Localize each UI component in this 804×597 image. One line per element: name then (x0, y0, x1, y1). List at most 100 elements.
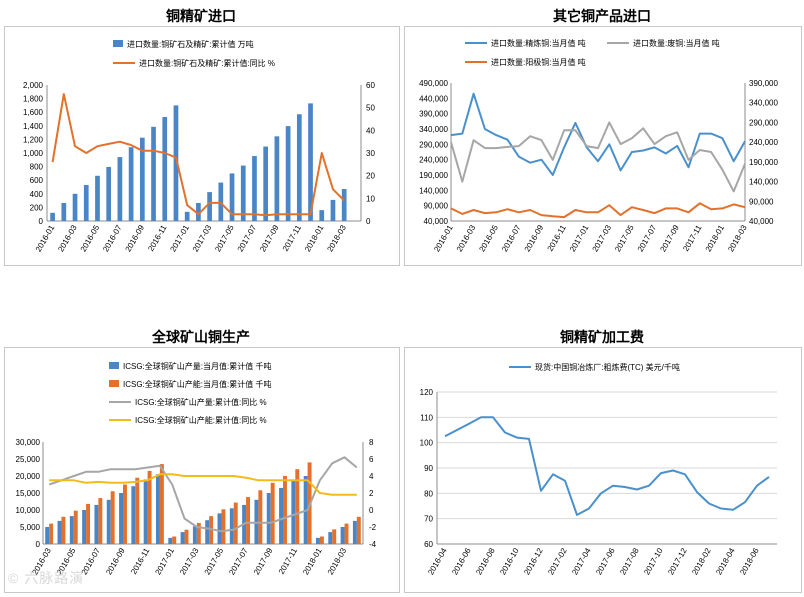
c3-capacity-bar (344, 523, 349, 544)
chart3-svg: ICSG:全球铜矿山产量:当月值:累计值 千吨 ICSG:全球铜矿山产能:当月值:… (16, 361, 377, 576)
c2-legend-anode-label: 进口数量:阳极铜:当月值 吨 (491, 57, 586, 67)
c4-y-left-tick-label: 100 (420, 439, 434, 448)
c3-capacity-bar (110, 491, 115, 544)
c3-y-left-tick-label: 0 (36, 540, 41, 549)
c2-y-left-tick-label: 290,000 (419, 140, 448, 149)
c3-capacity-bar (86, 503, 91, 544)
c3-capacity-bar (184, 529, 189, 544)
c1-bar (285, 126, 291, 221)
c1-bar (218, 182, 224, 221)
c1-bar (196, 202, 201, 221)
c4-x-tick-label: 2016-12 (522, 546, 545, 576)
c3-capacity-bar (135, 477, 140, 544)
c3-output-bar (82, 510, 87, 544)
c1-bar (61, 202, 67, 221)
chart2-frame: 进口数量:精炼铜:当月值 吨 进口数量:废铜:当月值 吨进口数量:阳极铜:当月值 … (404, 26, 802, 266)
c1-y-left-tick-label: 800 (30, 163, 44, 172)
c2-y-left-tick-label: 140,000 (419, 186, 448, 195)
c3-output-bar (192, 526, 197, 544)
c2-y-left-tick-label: 390,000 (419, 110, 448, 119)
c1-bar (330, 199, 336, 221)
c1-x-tick-label: 2017-01 (168, 223, 191, 253)
c2-x-tick-label: 2017-03 (591, 223, 614, 253)
c3-capacity-yoy-line (49, 473, 357, 496)
c3-output-bar (352, 520, 357, 544)
c2-y-left-tick-label: 40,000 (424, 217, 449, 226)
c4-x-tick-label: 2018-06 (738, 546, 761, 576)
c2-y-right-tick-label: 390,000 (749, 79, 778, 88)
c3-output-bar (291, 481, 296, 544)
c3-y-right-tick-label: 2 (369, 489, 374, 498)
chart1-frame: 进口数量:铜矿石及精矿:累计值 万吨 进口数量:铜矿石及精矿:累计值:同比 % 0 2… (4, 26, 400, 266)
c4-x-tick-label: 2017-04 (570, 546, 593, 576)
c1-bar (83, 184, 89, 221)
c3-capacity-bar (221, 509, 226, 544)
c3-x-tick-label: 2017-09 (252, 546, 275, 576)
c3-output-bar (155, 474, 160, 544)
c3-output-bar (45, 527, 50, 544)
c3-capacity-bar (319, 536, 324, 544)
c4-x-tick-label: 2016-10 (498, 546, 521, 576)
chart4-frame: 现货:中国铜冶炼厂:粗炼费(TC) 美元/千吨 60 70 80 90 100 110 120… (404, 347, 802, 593)
c3-x-tick-label: 2017-03 (178, 546, 201, 576)
c3-y-left-tick-label: 15,000 (16, 489, 41, 498)
c3-x-tick-label: 2017-01 (153, 546, 176, 576)
c1-y-left-tick-label: 400 (30, 190, 44, 199)
c4-y-left-tick-label: 110 (420, 413, 433, 422)
c2-legend-refined-label: 进口数量:精炼铜:当月值 吨 (491, 38, 586, 48)
c1-x-tick-label: 2017-05 (213, 223, 236, 253)
c1-bar (341, 189, 347, 221)
c3-y-right-tick-label: 0 (369, 506, 374, 515)
c3-capacity-bar (196, 522, 201, 544)
c2-y-left-tick-label: 340,000 (419, 125, 448, 134)
c1-y-right-tick-label: 30 (366, 149, 375, 158)
c1-bar (240, 165, 246, 221)
c2-y-right-tick-label: 40,000 (749, 217, 774, 226)
chart2-title: 其它铜产品进口 (553, 8, 651, 24)
c3-output-bar (131, 486, 136, 544)
c2-y-left-tick-label: 440,000 (419, 94, 448, 103)
c1-y-left-tick-label: 1,400 (23, 122, 44, 131)
c4-x-tick-label: 2017-10 (642, 546, 665, 576)
c2-x-tick-label: 2016-09 (523, 223, 546, 253)
c3-capacity-bar (356, 516, 361, 544)
c1-y-left-tick-label: 2,000 (23, 81, 44, 90)
c1-bar (296, 114, 302, 221)
c3-capacity-bar (73, 510, 78, 544)
c1-bar (252, 156, 257, 221)
c2-x-tick-label: 2016-03 (455, 223, 478, 253)
c3-y-right-tick-label: -4 (369, 540, 377, 549)
c1-yoy-line (51, 93, 345, 217)
c3-output-bar (143, 479, 148, 544)
c3-output-bar (266, 493, 271, 544)
c1-legend-line-label: 进口数量:铜矿石及精矿:累计值:同比 % (139, 58, 275, 68)
c3-x-tick-label: 2017-05 (203, 546, 226, 576)
c4-y-left-tick-label: 70 (424, 515, 433, 524)
c1-x-tick-label: 2017-07 (236, 223, 259, 253)
c1-bar (207, 192, 212, 221)
c1-x-tick-label: 2016-05 (79, 223, 102, 253)
c1-y-right-tick-label: 50 (366, 104, 375, 113)
c1-bar (106, 166, 112, 221)
c1-bar (274, 136, 280, 221)
c2-y-right-tick-label: 290,000 (749, 118, 778, 127)
c1-y-left-tick-label: 1,800 (23, 95, 44, 104)
c3-capacity-bar (172, 536, 177, 544)
c2-y-right-tick-label: 190,000 (749, 158, 778, 167)
c1-bar (184, 211, 190, 221)
c3-output-bar (315, 537, 320, 544)
c3-y-right-tick-label: -2 (369, 523, 377, 532)
c2-x-tick-label: 2016-05 (477, 223, 500, 253)
c3-y-right-tick-label: 8 (369, 438, 374, 447)
c2-y-right-tick-label: 340,000 (749, 99, 778, 108)
c3-capacity-bar (332, 529, 337, 544)
c1-bar (95, 175, 100, 221)
c3-output-yoy-line (48, 456, 358, 533)
c3-capacity-bar (246, 497, 251, 544)
c3-legend-capacity-yoy-label: ICSG:全球铜矿山产能:累计值:同比 % (135, 415, 267, 425)
c1-x-tick-label: 2016-01 (34, 223, 57, 253)
c1-bar (139, 137, 145, 221)
c3-capacity-bar (270, 482, 275, 544)
c2-x-tick-label: 2017-07 (636, 223, 659, 253)
